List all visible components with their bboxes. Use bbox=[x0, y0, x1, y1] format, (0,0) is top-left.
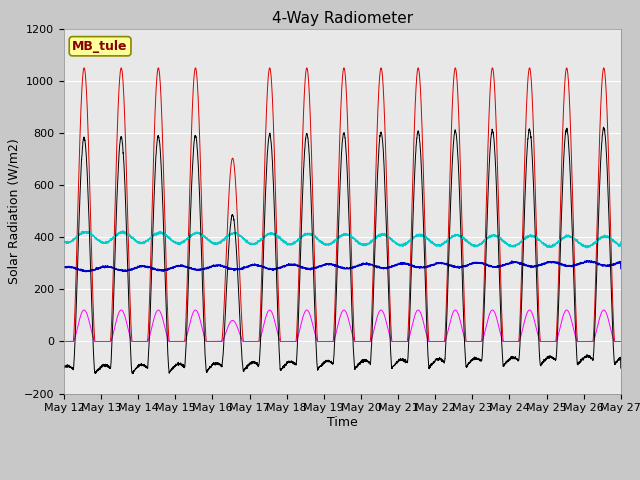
Line: SW_in: SW_in bbox=[64, 68, 621, 341]
SW_out bbox=[179, 338, 187, 344]
LW_in bbox=[617, 259, 625, 265]
SW_in bbox=[617, 338, 625, 344]
Line: LW_out: LW_out bbox=[64, 231, 621, 248]
LW_out bbox=[119, 228, 127, 234]
SW_in bbox=[60, 338, 68, 344]
Line: LW_in: LW_in bbox=[64, 261, 621, 272]
Legend: SW_in, SW_out, LW_in, LW_out, Rnet_4way: SW_in, SW_out, LW_in, LW_out, Rnet_4way bbox=[121, 475, 564, 480]
LW_in bbox=[180, 263, 188, 269]
LW_out bbox=[583, 245, 591, 251]
LW_in bbox=[564, 263, 572, 268]
SW_in bbox=[600, 65, 607, 71]
LW_out bbox=[60, 240, 68, 245]
SW_out bbox=[600, 307, 607, 313]
SW_out bbox=[617, 338, 625, 344]
Rnet_4way bbox=[180, 362, 188, 368]
Rnet_4way bbox=[600, 124, 607, 130]
SW_in bbox=[397, 338, 404, 344]
Title: 4-Way Radiometer: 4-Way Radiometer bbox=[272, 11, 413, 26]
LW_out bbox=[564, 234, 572, 240]
Y-axis label: Solar Radiation (W/m2): Solar Radiation (W/m2) bbox=[8, 138, 21, 284]
SW_in bbox=[564, 72, 572, 77]
LW_in bbox=[82, 269, 90, 275]
LW_out bbox=[617, 239, 625, 245]
Rnet_4way bbox=[617, 356, 625, 361]
SW_in bbox=[617, 338, 625, 344]
Rnet_4way bbox=[60, 364, 68, 370]
LW_out bbox=[180, 240, 188, 245]
SW_out bbox=[60, 338, 68, 344]
LW_in bbox=[60, 264, 68, 270]
LW_in bbox=[216, 263, 223, 268]
LW_in bbox=[397, 261, 404, 266]
LW_in bbox=[586, 258, 593, 264]
Rnet_4way bbox=[564, 133, 572, 139]
Rnet_4way bbox=[617, 365, 625, 371]
SW_out bbox=[397, 338, 404, 344]
SW_in bbox=[216, 338, 223, 344]
LW_in bbox=[406, 262, 414, 268]
LW_out bbox=[406, 237, 414, 243]
SW_out bbox=[216, 338, 223, 344]
Line: Rnet_4way: Rnet_4way bbox=[64, 127, 621, 373]
SW_out bbox=[406, 330, 414, 336]
SW_out bbox=[564, 308, 572, 313]
LW_out bbox=[216, 240, 223, 246]
Rnet_4way bbox=[216, 361, 223, 367]
Rnet_4way bbox=[129, 371, 137, 376]
LW_out bbox=[397, 242, 404, 248]
Line: SW_out: SW_out bbox=[64, 310, 621, 341]
LW_in bbox=[617, 266, 625, 272]
SW_in bbox=[179, 338, 187, 344]
X-axis label: Time: Time bbox=[327, 416, 358, 429]
LW_out bbox=[617, 242, 625, 248]
Rnet_4way bbox=[406, 291, 414, 297]
SW_out bbox=[617, 338, 625, 344]
Rnet_4way bbox=[397, 357, 404, 362]
Text: MB_tule: MB_tule bbox=[72, 40, 128, 53]
SW_in bbox=[406, 263, 414, 268]
